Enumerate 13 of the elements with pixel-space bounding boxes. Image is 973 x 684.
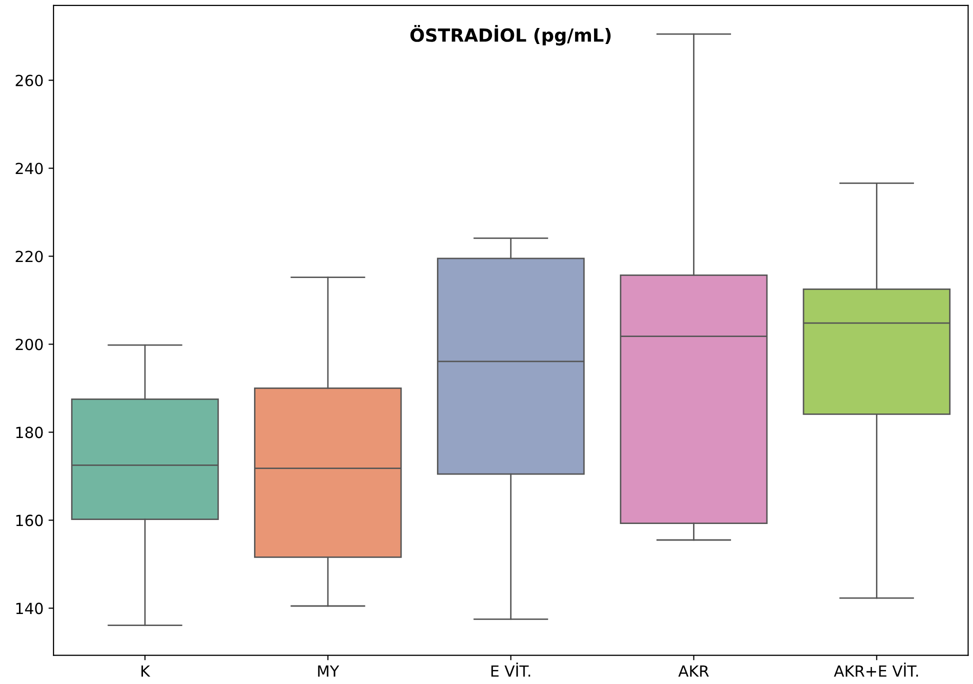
y-tick-label: 160 — [16, 514, 43, 526]
y-tick-label: 260 — [16, 74, 43, 86]
y-tick-label: 200 — [16, 338, 43, 350]
y-tick-label: 140 — [16, 602, 43, 614]
text: ÖSTRADİOL (pg/mL) — [410, 24, 611, 46]
y-tick-label: 180 — [16, 426, 43, 438]
x-tick-label: MY — [318, 665, 340, 677]
y-tick-label: 220 — [16, 250, 43, 262]
x-tick-label: K — [141, 665, 150, 677]
x-tick-label: E VİT. — [491, 662, 530, 677]
y-tick-label: 240 — [16, 162, 43, 174]
x-tick-label: AKR — [678, 665, 709, 677]
x-tick-label: AKR+E VİT. — [834, 662, 918, 677]
